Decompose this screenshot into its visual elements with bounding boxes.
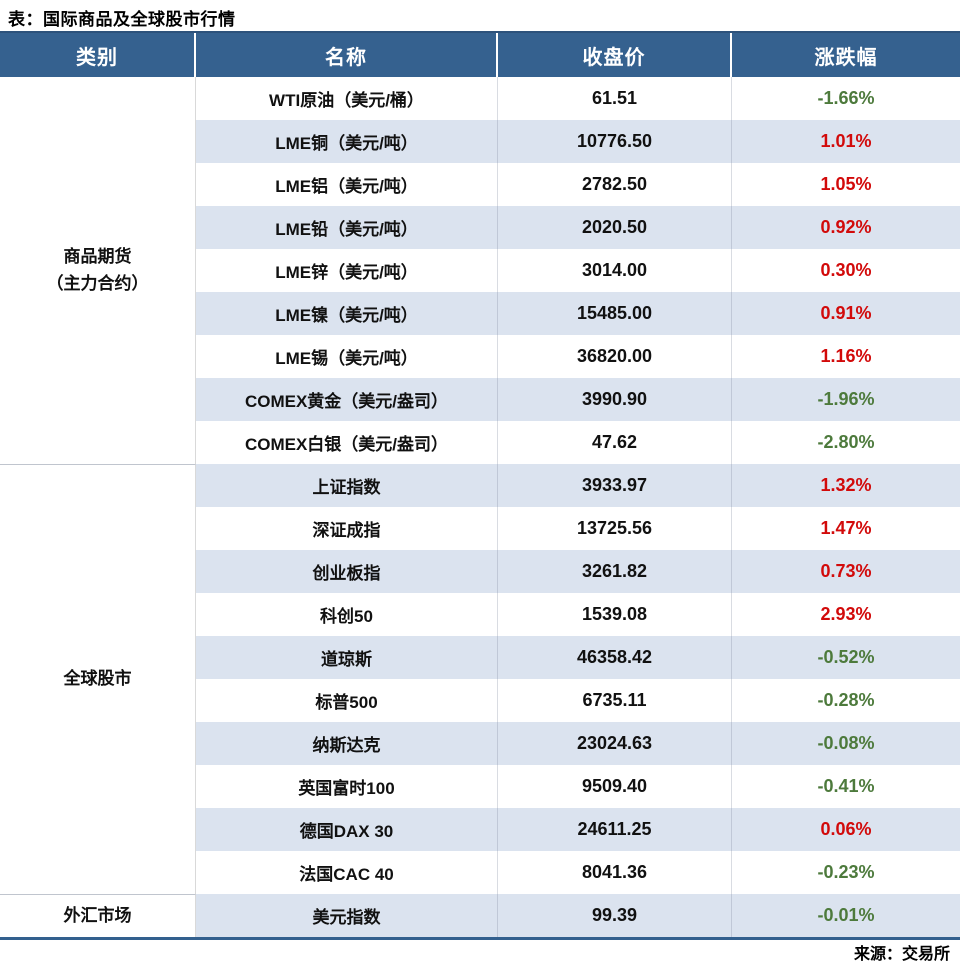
category-cell: 外汇市场 <box>0 894 196 937</box>
table-row: 法国CAC 40 8041.36 -0.23% <box>0 851 960 894</box>
table-row: LME铅（美元/吨） 2020.50 0.92% <box>0 206 960 249</box>
close-price-cell: 15485.00 <box>498 292 732 335</box>
change-percent-cell: -1.66% <box>732 77 960 120</box>
table-row: LME镍（美元/吨） 15485.00 0.91% <box>0 292 960 335</box>
instrument-name-cell: 科创50 <box>196 593 498 636</box>
quotes-table: 类别 名称 收盘价 涨跌幅 商品期货 （主力合约） WTI原油（美元/桶） 61.51… <box>0 31 960 940</box>
instrument-name-cell: 法国CAC 40 <box>196 851 498 894</box>
instrument-name-cell: 创业板指 <box>196 550 498 593</box>
instrument-name-cell: COMEX黄金（美元/盎司） <box>196 378 498 421</box>
close-price-cell: 24611.25 <box>498 808 732 851</box>
change-percent-cell: 1.16% <box>732 335 960 378</box>
instrument-name-cell: 美元指数 <box>196 894 498 937</box>
header-cell-close: 收盘价 <box>498 33 732 77</box>
header-cell-category: 类别 <box>0 33 196 77</box>
table-body: 商品期货 （主力合约） WTI原油（美元/桶） 61.51 -1.66% LME铜（美元/… <box>0 77 960 937</box>
close-price-cell: 61.51 <box>498 77 732 120</box>
instrument-name-cell: 道琼斯 <box>196 636 498 679</box>
change-percent-cell: 0.30% <box>732 249 960 292</box>
change-percent-cell: 1.01% <box>732 120 960 163</box>
category-cell: 商品期货 （主力合约） <box>0 77 196 464</box>
change-percent-cell: 1.32% <box>732 464 960 507</box>
instrument-name-cell: 上证指数 <box>196 464 498 507</box>
instrument-name-cell: LME锡（美元/吨） <box>196 335 498 378</box>
table-row: 外汇市场 美元指数 99.39 -0.01% <box>0 894 960 937</box>
instrument-name-cell: LME铜（美元/吨） <box>196 120 498 163</box>
instrument-name-cell: 深证成指 <box>196 507 498 550</box>
category-label-line: 外汇市场 <box>63 905 132 925</box>
change-percent-cell: 1.05% <box>732 163 960 206</box>
close-price-cell: 3261.82 <box>498 550 732 593</box>
instrument-name-cell: WTI原油（美元/桶） <box>196 77 498 120</box>
change-percent-cell: 0.91% <box>732 292 960 335</box>
instrument-name-cell: COMEX白银（美元/盎司） <box>196 421 498 464</box>
close-price-cell: 2782.50 <box>498 163 732 206</box>
instrument-name-cell: 英国富时100 <box>196 765 498 808</box>
close-price-cell: 47.62 <box>498 421 732 464</box>
close-price-cell: 6735.11 <box>498 679 732 722</box>
category-label-line: 商品期货 <box>63 247 132 267</box>
instrument-name-cell: 德国DAX 30 <box>196 808 498 851</box>
instrument-name-cell: LME铝（美元/吨） <box>196 163 498 206</box>
close-price-cell: 23024.63 <box>498 722 732 765</box>
instrument-name-cell: 纳斯达克 <box>196 722 498 765</box>
category-cell: 全球股市 <box>0 464 196 894</box>
table-row: 创业板指 3261.82 0.73% <box>0 550 960 593</box>
table-row: COMEX白银（美元/盎司） 47.62 -2.80% <box>0 421 960 464</box>
table-row: 标普500 6735.11 -0.28% <box>0 679 960 722</box>
table-row: 商品期货 （主力合约） WTI原油（美元/桶） 61.51 -1.66% <box>0 77 960 464</box>
close-price-cell: 2020.50 <box>498 206 732 249</box>
table-row: 深证成指 13725.56 1.47% <box>0 507 960 550</box>
change-percent-cell: -0.08% <box>732 722 960 765</box>
table-header: 类别 名称 收盘价 涨跌幅 <box>0 33 960 77</box>
header-row: 类别 名称 收盘价 涨跌幅 <box>0 33 960 77</box>
change-percent-cell: 0.73% <box>732 550 960 593</box>
close-price-cell: 3990.90 <box>498 378 732 421</box>
table-row: 道琼斯 46358.42 -0.52% <box>0 636 960 679</box>
table-row: 全球股市 上证指数 3933.97 1.32% <box>0 464 960 894</box>
change-percent-cell: 0.06% <box>732 808 960 851</box>
change-percent-cell: -0.41% <box>732 765 960 808</box>
change-percent-cell: -0.23% <box>732 851 960 894</box>
table-row: 德国DAX 30 24611.25 0.06% <box>0 808 960 851</box>
change-percent-cell: -0.52% <box>732 636 960 679</box>
change-percent-cell: 0.92% <box>732 206 960 249</box>
instrument-name-cell: LME镍（美元/吨） <box>196 292 498 335</box>
table-row: LME铝（美元/吨） 2782.50 1.05% <box>0 163 960 206</box>
close-price-cell: 36820.00 <box>498 335 732 378</box>
header-cell-name: 名称 <box>196 33 498 77</box>
table-row: LME锡（美元/吨） 36820.00 1.16% <box>0 335 960 378</box>
category-label-line: 全球股市 <box>63 669 132 689</box>
close-price-cell: 46358.42 <box>498 636 732 679</box>
close-price-cell: 3014.00 <box>498 249 732 292</box>
change-percent-cell: -0.28% <box>732 679 960 722</box>
header-cell-change: 涨跌幅 <box>732 33 960 77</box>
close-price-cell: 3933.97 <box>498 464 732 507</box>
table-row: 纳斯达克 23024.63 -0.08% <box>0 722 960 765</box>
table-row: LME锌（美元/吨） 3014.00 0.30% <box>0 249 960 292</box>
change-percent-cell: 2.93% <box>732 593 960 636</box>
change-percent-cell: -2.80% <box>732 421 960 464</box>
table-row: LME铜（美元/吨） 10776.50 1.01% <box>0 120 960 163</box>
change-percent-cell: -0.01% <box>732 894 960 937</box>
table-row: 英国富时100 9509.40 -0.41% <box>0 765 960 808</box>
table-row: COMEX黄金（美元/盎司） 3990.90 -1.96% <box>0 378 960 421</box>
table-row: 科创50 1539.08 2.93% <box>0 593 960 636</box>
instrument-name-cell: LME铅（美元/吨） <box>196 206 498 249</box>
close-price-cell: 1539.08 <box>498 593 732 636</box>
change-percent-cell: -1.96% <box>732 378 960 421</box>
close-price-cell: 10776.50 <box>498 120 732 163</box>
close-price-cell: 8041.36 <box>498 851 732 894</box>
category-label-line: （主力合约） <box>46 273 149 293</box>
close-price-cell: 9509.40 <box>498 765 732 808</box>
instrument-name-cell: 标普500 <box>196 679 498 722</box>
source-note: 来源：交易所 <box>853 946 950 963</box>
close-price-cell: 13725.56 <box>498 507 732 550</box>
page-title: 表：国际商品及全球股市行情 <box>8 10 236 29</box>
change-percent-cell: 1.47% <box>732 507 960 550</box>
instrument-name-cell: LME锌（美元/吨） <box>196 249 498 292</box>
close-price-cell: 99.39 <box>498 894 732 937</box>
